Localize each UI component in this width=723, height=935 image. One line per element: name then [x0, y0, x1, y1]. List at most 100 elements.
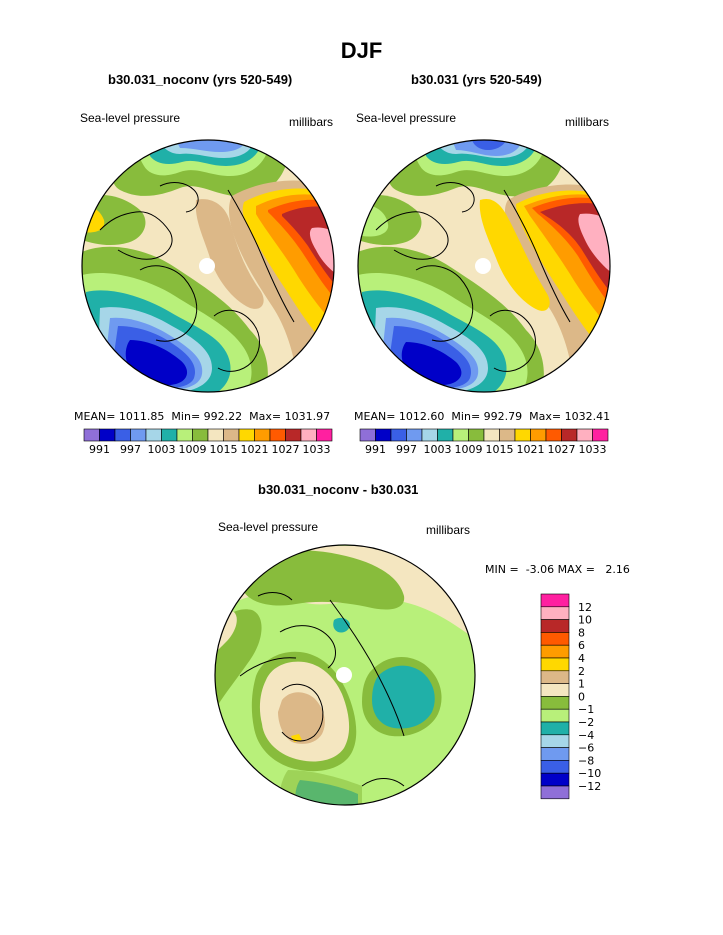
- panel1-colorbar-tick-label: 991: [89, 443, 110, 456]
- panel3-colorbar-tick-label: −4: [578, 729, 594, 742]
- panel3-colorbar-tick-label: −12: [578, 780, 601, 793]
- panel1-colorbar-tick-label: 1021: [241, 443, 269, 456]
- panel2-colorbar-tick-label: 1015: [486, 443, 514, 456]
- panel3-contour-neg-1: [240, 550, 405, 610]
- panel3-min-label: MIN =: [485, 563, 519, 576]
- panel2-colorbar-tick-label: 1003: [424, 443, 452, 456]
- panel3-colorbar-swatch-0: [540, 593, 570, 608]
- panel3-colorbar-tick-label: −10: [578, 767, 601, 780]
- panel1-max-label: Max=: [249, 410, 282, 423]
- panel2-max-label: Max=: [529, 410, 562, 423]
- panel3-colorbar-swatch-15: [540, 785, 570, 800]
- panel3-colorbar-tick-label: −6: [578, 742, 594, 755]
- panel2-colorbar-swatch-15: [592, 428, 609, 442]
- panel2-mean-value: 1012.60: [398, 410, 445, 423]
- panel1-colorbar-swatch-4: [145, 428, 162, 442]
- panel2-stats: MEAN= 1012.60 Min= 992.79 Max= 1032.41: [354, 410, 610, 423]
- panel3-variable-label: Sea-level pressure: [218, 520, 319, 534]
- panel2-colorbar-swatch-9: [499, 428, 516, 442]
- panel2-pole-mask: [475, 258, 491, 274]
- panel2-colorbar-tick-label: 991: [365, 443, 386, 456]
- panel1-colorbar-tick-label: 1027: [272, 443, 300, 456]
- panel2-colorbar: 991 997 1003 1009 1015 1021 1027 1033: [359, 428, 609, 456]
- panel2-min-label: Min=: [451, 410, 481, 423]
- panel1-colorbar-swatch-1: [99, 428, 116, 442]
- panel3-colorbar-tick-label: −8: [578, 754, 594, 767]
- panel1-colorbar-swatch-0: [83, 428, 100, 442]
- panel3-contour-east-neg-2: [372, 665, 435, 729]
- panel1-min-label: Min=: [171, 410, 201, 423]
- panel1-colorbar-swatch-15: [316, 428, 333, 442]
- panel2-colorbar-swatch-7: [468, 428, 485, 442]
- panel1-colorbar-tick-label: 1003: [148, 443, 176, 456]
- panel3-min-value: -3.06: [525, 563, 555, 576]
- panel2-colorbar-swatch-10: [514, 428, 531, 442]
- panel3-max-value: 2.16: [605, 563, 630, 576]
- panel3-colorbar-swatch-7: [540, 683, 570, 697]
- panel2-min-value: 992.79: [483, 410, 523, 423]
- panel1-colorbar-swatch-11: [254, 428, 271, 442]
- panel3-colorbar-tick-label: 4: [578, 652, 585, 665]
- panel3-colorbar-tick-label: 6: [578, 639, 585, 652]
- panel2-colorbar-tick-label: 997: [396, 443, 417, 456]
- panel2-variable-label: Sea-level pressure: [356, 111, 457, 125]
- panel2-colorbar-swatch-6: [452, 428, 469, 442]
- panel2-title: b30.031 (yrs 520-549): [411, 72, 542, 87]
- panel2-colorbar-swatch-13: [561, 428, 578, 442]
- panel1-colorbar-swatch-5: [161, 428, 178, 442]
- panel1-min-value: 992.22: [203, 410, 243, 423]
- panel1-contour-west-1009: [82, 195, 146, 246]
- panel1-coastlines: [99, 182, 295, 372]
- panel3-map-border: [214, 544, 476, 806]
- panel3-colorbar-swatch-6: [540, 670, 570, 684]
- panel1-units-label: millibars: [289, 115, 334, 129]
- panel1-stats: MEAN= 1011.85 Min= 992.22 Max= 1031.97: [74, 410, 330, 423]
- panel3-colorbar-swatch-13: [540, 760, 570, 774]
- panel1-contour-central-1018: [195, 199, 264, 309]
- panel2-colorbar-swatch-5: [437, 428, 454, 442]
- panel1-colorbar-tick-label: 997: [120, 443, 141, 456]
- panel1-title: b30.031_noconv (yrs 520-549): [108, 72, 293, 87]
- panel3-colorbar-swatch-5: [540, 657, 570, 672]
- panel2-colorbar-swatch-8: [483, 428, 500, 442]
- panel1-mean-label: MEAN=: [74, 410, 116, 423]
- panel3-colorbar-swatch-11: [540, 734, 570, 748]
- panel1-map-border: [81, 139, 335, 393]
- panel2-contour-central-1021: [479, 198, 550, 311]
- page-title: DJF: [340, 38, 383, 63]
- panel2-colorbar-swatch-12: [545, 428, 562, 442]
- panel2-colorbar-swatch-11: [530, 428, 547, 442]
- panel3-stats: MIN = -3.06 MAX = 2.16: [485, 563, 630, 576]
- panel3-colorbar-swatch-4: [540, 644, 570, 659]
- panel3-colorbar-tick-label: 2: [578, 665, 585, 678]
- panel2-colorbar-swatch-4: [421, 428, 438, 442]
- panel2-colorbar-swatch-1: [375, 428, 392, 442]
- panel2-mean-label: MEAN=: [354, 410, 396, 423]
- panel3-colorbar-tick-label: 8: [578, 626, 585, 639]
- panel3-contour-center-pos-1: [278, 692, 325, 744]
- panel1-colorbar-swatch-6: [176, 428, 193, 442]
- panel2-colorbar-swatch-14: [576, 428, 593, 442]
- panel3-colorbar-tick-label: 0: [578, 690, 585, 703]
- panel3-title: b30.031_noconv - b30.031: [258, 482, 419, 497]
- panel1-colorbar-swatch-7: [192, 428, 209, 442]
- panel1-colorbar-tick-label: 1015: [210, 443, 238, 456]
- panel3-units-label: millibars: [426, 523, 471, 537]
- panel1-colorbar: 991 997 1003 1009 1015 1021 1027 1033: [83, 428, 333, 456]
- panel2-colorbar-tick-label: 1033: [579, 443, 607, 456]
- panel2-colorbar-swatch-0: [359, 428, 376, 442]
- panel3-colorbar-tick-label: 10: [578, 614, 592, 627]
- panel3-colorbar-swatch-3: [540, 632, 570, 646]
- panel2-colorbar-swatch-2: [390, 428, 407, 442]
- panel3-colorbar-swatch-1: [540, 606, 570, 620]
- panel3-colorbar-tick-label: −1: [578, 703, 594, 716]
- panel2-coastlines: [375, 182, 571, 372]
- panel1-colorbar-swatch-8: [207, 428, 224, 442]
- panel3-colorbar-swatch-10: [540, 721, 570, 736]
- panel3-colorbar-tick-label: −2: [578, 716, 594, 729]
- panel2-colorbar-tick-label: 1027: [548, 443, 576, 456]
- panel1-contour-pacific-997: [176, 140, 246, 152]
- panel1-map: [82, 140, 334, 392]
- panel2-max-value: 1032.41: [564, 410, 611, 423]
